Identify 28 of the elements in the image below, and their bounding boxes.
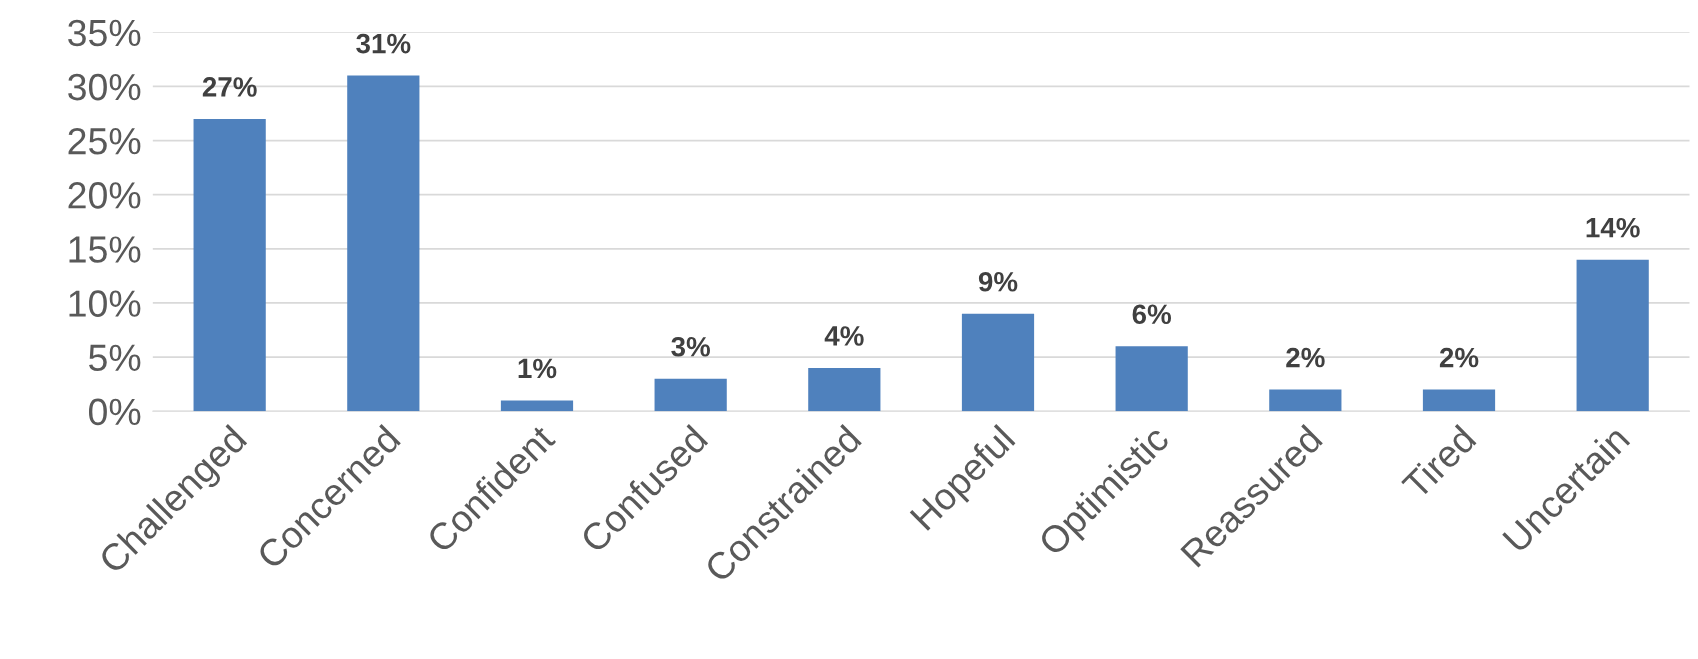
bar: [193, 118, 266, 412]
data-label: 14%: [1586, 217, 1640, 238]
data-label: 2%: [1439, 347, 1479, 368]
bar: [961, 313, 1035, 412]
y-tick-label: 0%: [88, 398, 141, 426]
bar: [500, 400, 574, 412]
data-label: 2%: [1286, 347, 1325, 368]
data-label: 31%: [356, 33, 411, 54]
data-label: 3%: [671, 336, 710, 357]
data-label: 6%: [1132, 304, 1172, 325]
bar: [654, 378, 727, 412]
y-tick-label: 30%: [68, 73, 141, 101]
bar: [1115, 346, 1188, 412]
y-tick-label: 15%: [69, 236, 141, 263]
bar: [347, 75, 420, 412]
y-tick-label: 25%: [68, 127, 141, 155]
bar: [1576, 259, 1649, 412]
bar: [1269, 389, 1342, 412]
y-tick-label: 10%: [69, 290, 141, 317]
data-label: 27%: [202, 77, 257, 97]
data-label: 1%: [518, 358, 557, 379]
y-tick-label: 35%: [68, 19, 141, 47]
data-label: 4%: [824, 326, 864, 346]
bar: [1422, 389, 1496, 412]
y-tick-label: 5%: [89, 344, 141, 372]
y-tick-label: 20%: [68, 182, 141, 209]
data-label: 9%: [978, 271, 1018, 292]
bar: [808, 367, 881, 412]
